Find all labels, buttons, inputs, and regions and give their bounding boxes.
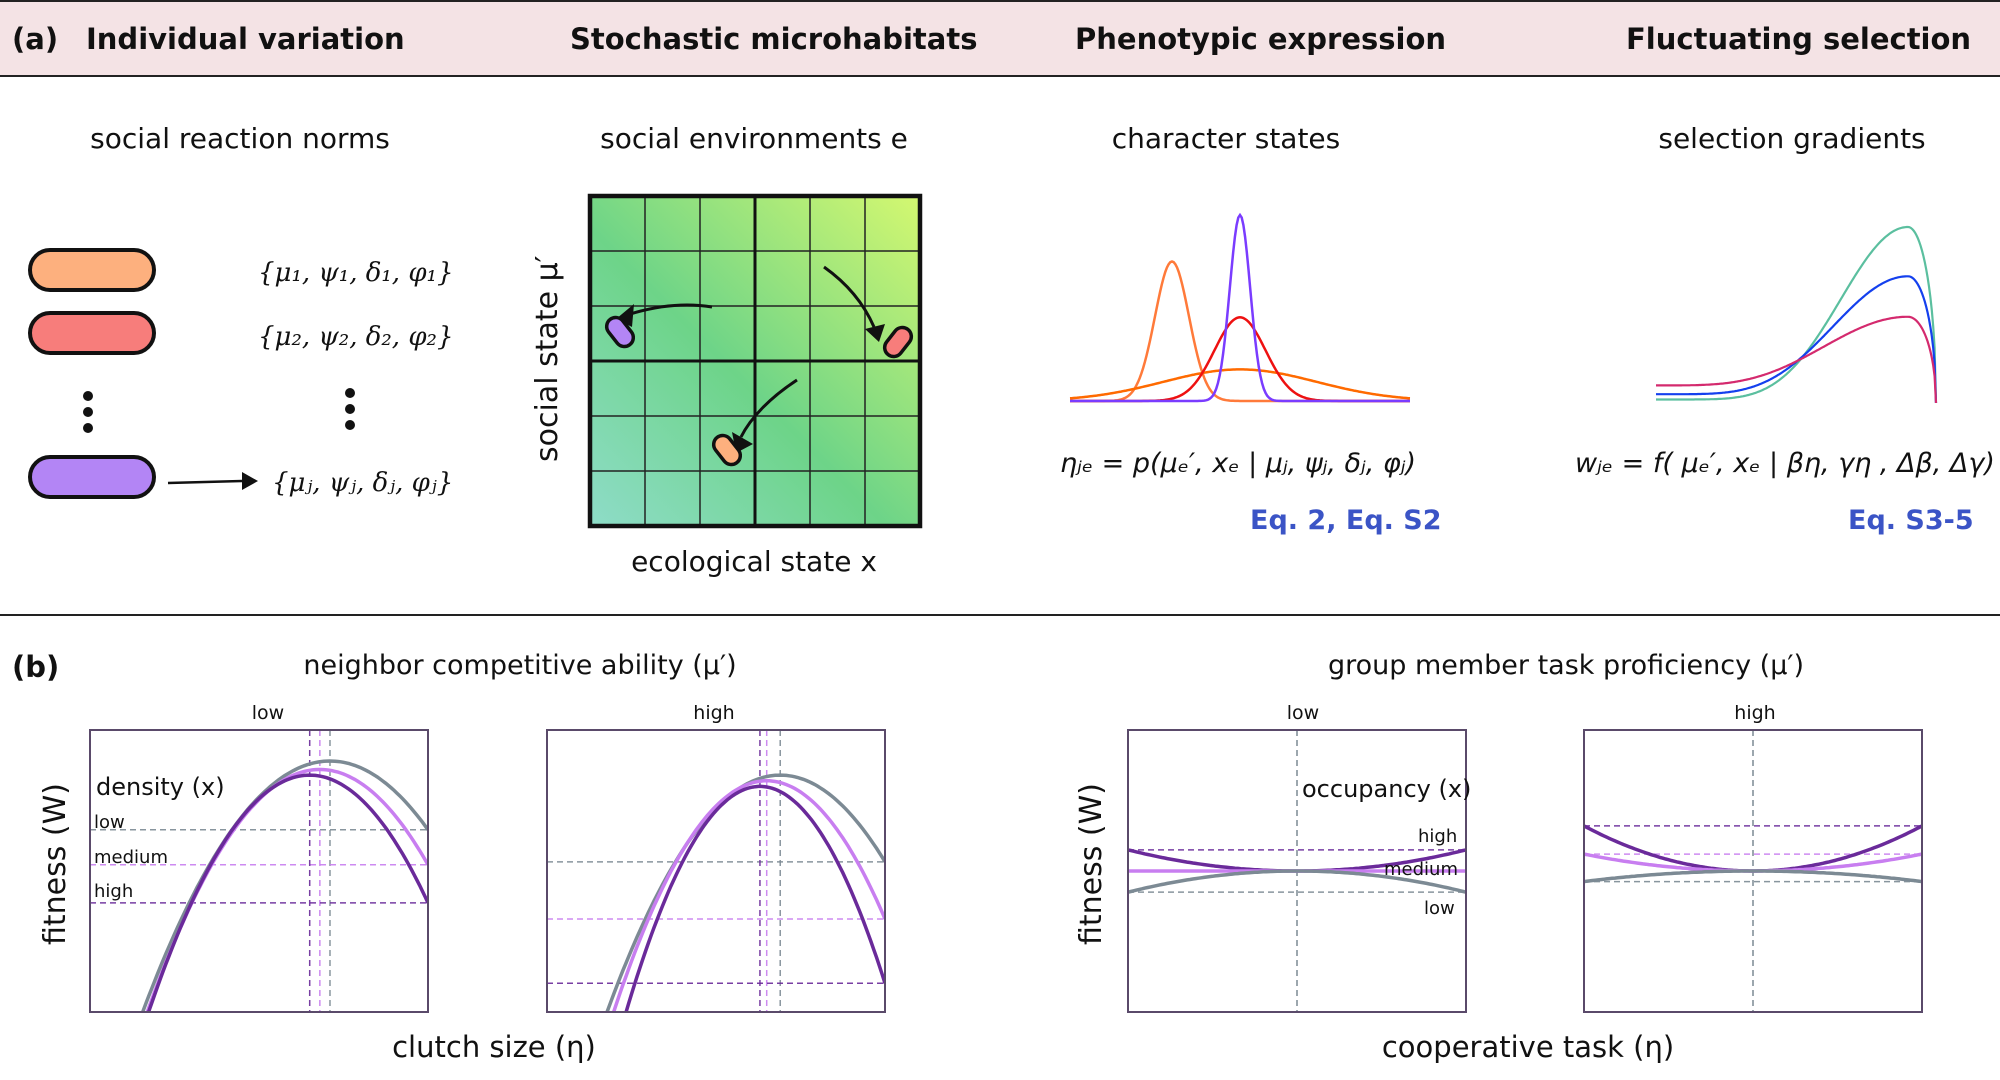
individual-2-pill — [28, 311, 156, 355]
fitness-curve-high — [146, 773, 428, 1012]
character-states-chart — [1069, 212, 1411, 403]
plot-frame — [1127, 729, 1467, 1013]
individual-j-pill — [28, 455, 156, 499]
fitness-chart-competition-low — [89, 729, 429, 1013]
fitness-chart-cooperation-low — [1127, 729, 1467, 1013]
occupancy-legend-high: high — [1418, 826, 1458, 847]
selection-curve-blue — [1656, 275, 1938, 404]
column-title-fluctuating-selection: Fluctuating selection — [1626, 22, 1972, 56]
params-ellipsis — [345, 388, 355, 430]
density-legend-medium: medium — [94, 847, 168, 868]
fitness-curve-low — [1128, 869, 1466, 894]
density-curve-purple — [1070, 212, 1410, 403]
occupancy-legend-low: low — [1424, 898, 1455, 919]
column-title-stochastic-microhabitats: Stochastic microhabitats — [570, 22, 978, 56]
occupancy-legend-medium: medium — [1384, 859, 1458, 880]
plot-frame — [546, 729, 886, 1013]
density-curve-orange-narrow — [1070, 260, 1410, 403]
facet-label-low: low — [1286, 702, 1320, 724]
arrow-head-icon — [865, 324, 885, 342]
density-legend-low: low — [94, 812, 125, 833]
move-arrow-orange — [739, 378, 798, 438]
individual-j-params: {μⱼ, ψⱼ, δⱼ, φⱼ} — [272, 468, 454, 498]
selection-curve-teal — [1656, 225, 1938, 404]
subtitle-social-reaction-norms: social reaction norms — [90, 122, 390, 155]
x-axis-label-clutch-size: clutch size (η) — [392, 1030, 596, 1064]
column-title-individual-variation: Individual variation — [86, 22, 405, 56]
arrow-head-icon — [242, 472, 258, 490]
selection-equation-ref: Eq. S3-5 — [1848, 505, 1974, 536]
density-curve-orange-wide — [1069, 368, 1411, 400]
grid-y-axis-label: social state μ′ — [530, 255, 565, 463]
selection-gradients-chart — [1656, 225, 1938, 404]
phenotype-equation-ref: Eq. 2, Eq. S2 — [1250, 505, 1442, 536]
grid-x-axis-label: ecological state x — [631, 545, 877, 578]
y-axis-label-right: fitness (W) — [1074, 783, 1109, 945]
fitness-curve-high — [624, 784, 885, 1012]
column-title-phenotypic-expression: Phenotypic expression — [1075, 22, 1447, 56]
fitness-curve-low — [1584, 869, 1922, 884]
grid-individual-orange — [711, 433, 743, 467]
subtitle-character-states: character states — [1111, 122, 1341, 155]
density-legend-title: density (x) — [96, 773, 225, 801]
plot-frame — [1583, 729, 1923, 1013]
fitness-chart-cooperation-high — [1583, 729, 1923, 1013]
density-legend-high: high — [94, 881, 134, 902]
panel-divider — [0, 614, 2000, 616]
panel-b-label: (b) — [12, 650, 60, 684]
facet-label-high: high — [1734, 702, 1776, 724]
arrow-line — [167, 479, 243, 485]
fitness-curve-medium — [611, 779, 885, 1012]
selection-curve-magenta — [1656, 315, 1938, 404]
fitness-chart-competition-high — [546, 729, 886, 1013]
x-axis-label-cooperative-task: cooperative task (η) — [1381, 1030, 1675, 1064]
selection-equation: wⱼₑ = f( μₑ′, xₑ | βη, γη , Δβ, Δγ) — [1575, 448, 1995, 479]
subtitle-social-environments: social environments e — [600, 122, 908, 155]
subtitle-selection-gradients: selection gradients — [1658, 122, 1926, 155]
individual-2-params: {μ₂, ψ₂, δ₂, φ₂} — [258, 322, 454, 352]
density-curve-red — [1070, 316, 1410, 403]
microhabitat-grid — [587, 193, 923, 529]
individual-1-params: {μ₁, ψ₁, δ₁, φ₁} — [258, 258, 454, 288]
y-axis-label-left: fitness (W) — [38, 783, 73, 945]
facet-label-low: low — [251, 702, 285, 724]
plot-frame — [89, 729, 429, 1013]
grid-individual-red — [882, 325, 914, 359]
ellipsis-dot — [83, 391, 93, 401]
occupancy-legend-title: occupancy (x) — [1302, 775, 1472, 803]
facet-label-high: high — [693, 702, 735, 724]
individual-1-pill — [28, 248, 156, 292]
ellipsis-dot — [83, 423, 93, 433]
right-group-title: group member task proficiency (μ′) — [1327, 650, 1805, 681]
ellipsis-dot — [83, 407, 93, 417]
left-group-title: neighbor competitive ability (μ′) — [303, 650, 737, 681]
phenotype-equation: ηⱼₑ = p(μₑ′, xₑ | μⱼ, ψⱼ, δⱼ, φⱼ) — [1060, 448, 1417, 479]
panel-a-header-band — [0, 0, 2000, 77]
fitness-curve-medium — [145, 767, 428, 1012]
individuals-graphic — [28, 248, 258, 499]
grid-individual-purple — [604, 315, 636, 349]
panel-a-label: (a) — [12, 22, 59, 56]
move-arrow-red — [823, 265, 876, 328]
